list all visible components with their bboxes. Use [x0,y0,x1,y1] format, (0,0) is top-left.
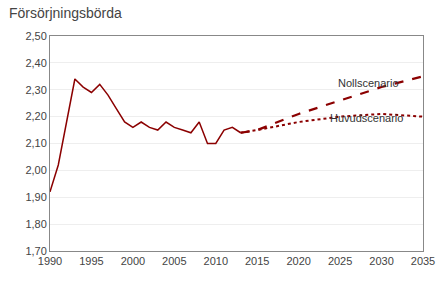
svg-text:1990: 1990 [38,255,62,267]
svg-text:2,10: 2,10 [25,137,46,149]
svg-text:2,00: 2,00 [25,164,46,176]
svg-text:2015: 2015 [245,255,269,267]
svg-text:2,40: 2,40 [25,57,46,69]
svg-text:2010: 2010 [204,255,228,267]
svg-text:1,70: 1,70 [25,245,46,257]
svg-text:1,80: 1,80 [25,218,46,230]
svg-text:2035: 2035 [411,255,435,267]
svg-text:2030: 2030 [369,255,393,267]
svg-text:Nollscenario: Nollscenario [338,77,399,89]
svg-text:2,30: 2,30 [25,84,46,96]
svg-text:Huvudscenario: Huvudscenario [330,112,403,124]
svg-text:2,20: 2,20 [25,110,46,122]
svg-text:1995: 1995 [79,255,103,267]
svg-text:Försörjningsbörda: Försörjningsbörda [9,5,122,21]
svg-text:2000: 2000 [121,255,145,267]
svg-text:2005: 2005 [162,255,186,267]
svg-text:1,90: 1,90 [25,191,46,203]
svg-text:2020: 2020 [286,255,310,267]
svg-text:2,50: 2,50 [25,30,46,42]
svg-text:2025: 2025 [328,255,352,267]
